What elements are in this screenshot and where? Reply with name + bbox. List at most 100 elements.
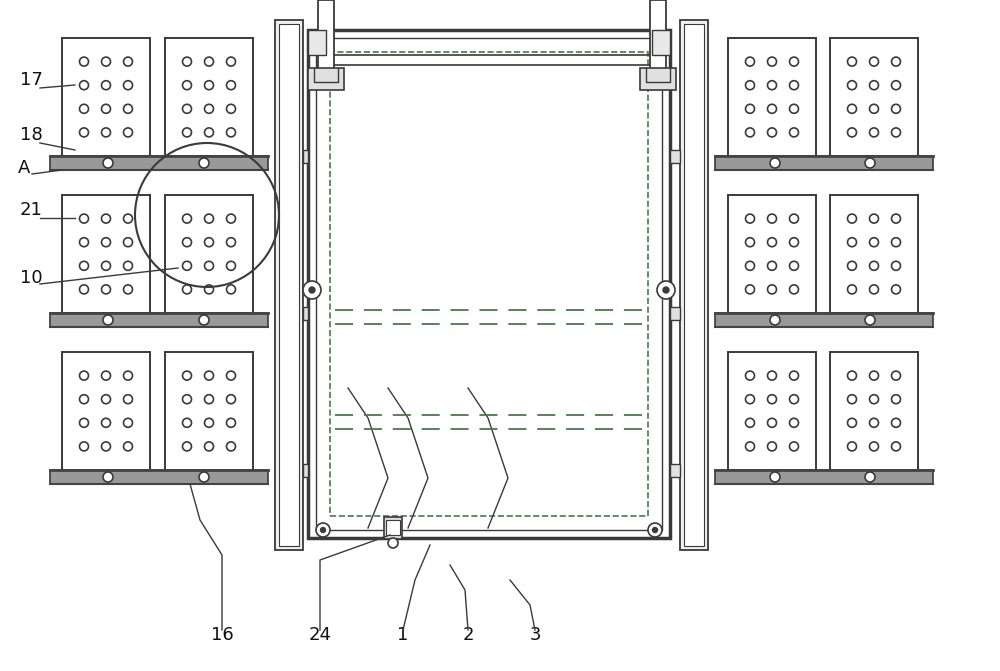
Circle shape bbox=[892, 442, 900, 451]
Circle shape bbox=[892, 214, 900, 223]
Circle shape bbox=[790, 285, 798, 294]
Circle shape bbox=[657, 281, 675, 299]
Bar bbox=[308, 68, 344, 90]
Circle shape bbox=[848, 214, 856, 223]
Circle shape bbox=[892, 395, 900, 404]
Circle shape bbox=[80, 261, 88, 270]
Circle shape bbox=[205, 285, 214, 294]
Bar bbox=[62, 195, 150, 313]
Circle shape bbox=[768, 238, 776, 247]
Circle shape bbox=[865, 472, 875, 482]
Circle shape bbox=[124, 371, 132, 380]
Circle shape bbox=[102, 238, 110, 247]
Circle shape bbox=[182, 214, 192, 223]
Bar bbox=[165, 195, 253, 313]
Circle shape bbox=[226, 214, 236, 223]
Bar bbox=[303, 464, 308, 477]
Circle shape bbox=[768, 128, 776, 137]
Circle shape bbox=[770, 158, 780, 168]
Text: 24: 24 bbox=[308, 626, 332, 644]
Circle shape bbox=[124, 285, 132, 294]
Circle shape bbox=[205, 442, 214, 451]
Circle shape bbox=[848, 261, 856, 270]
Text: 2: 2 bbox=[462, 626, 474, 644]
Circle shape bbox=[124, 442, 132, 451]
Circle shape bbox=[865, 158, 875, 168]
Circle shape bbox=[182, 128, 192, 137]
Circle shape bbox=[652, 527, 658, 533]
Bar bbox=[652, 30, 670, 55]
Bar bbox=[165, 352, 253, 470]
Circle shape bbox=[226, 442, 236, 451]
Circle shape bbox=[746, 238, 755, 247]
Circle shape bbox=[746, 81, 755, 90]
Bar bbox=[62, 38, 150, 156]
Circle shape bbox=[226, 371, 236, 380]
Circle shape bbox=[226, 261, 236, 270]
Circle shape bbox=[790, 261, 798, 270]
Circle shape bbox=[848, 57, 856, 66]
Circle shape bbox=[226, 418, 236, 427]
Circle shape bbox=[746, 418, 755, 427]
Circle shape bbox=[226, 128, 236, 137]
Circle shape bbox=[303, 281, 321, 299]
Circle shape bbox=[768, 395, 776, 404]
Bar bbox=[50, 470, 268, 484]
Circle shape bbox=[226, 81, 236, 90]
Bar bbox=[318, 0, 334, 88]
Bar bbox=[384, 517, 402, 539]
Circle shape bbox=[182, 418, 192, 427]
Circle shape bbox=[124, 128, 132, 137]
Circle shape bbox=[892, 238, 900, 247]
Circle shape bbox=[199, 472, 209, 482]
Bar bbox=[680, 20, 708, 550]
Circle shape bbox=[182, 285, 192, 294]
Circle shape bbox=[768, 442, 776, 451]
Circle shape bbox=[124, 261, 132, 270]
Circle shape bbox=[226, 395, 236, 404]
Bar bbox=[684, 24, 704, 546]
Circle shape bbox=[848, 238, 856, 247]
Circle shape bbox=[80, 214, 88, 223]
Circle shape bbox=[746, 128, 755, 137]
Circle shape bbox=[870, 104, 879, 113]
Circle shape bbox=[182, 57, 192, 66]
Bar bbox=[330, 52, 648, 516]
Circle shape bbox=[746, 57, 755, 66]
Circle shape bbox=[205, 81, 214, 90]
Circle shape bbox=[848, 371, 856, 380]
Circle shape bbox=[790, 371, 798, 380]
Circle shape bbox=[182, 395, 192, 404]
Bar bbox=[279, 24, 299, 546]
Circle shape bbox=[80, 128, 88, 137]
Circle shape bbox=[848, 81, 856, 90]
Circle shape bbox=[124, 81, 132, 90]
Circle shape bbox=[746, 104, 755, 113]
Circle shape bbox=[80, 285, 88, 294]
Circle shape bbox=[199, 315, 209, 325]
Text: 17: 17 bbox=[20, 71, 43, 89]
Circle shape bbox=[80, 81, 88, 90]
Circle shape bbox=[865, 315, 875, 325]
Circle shape bbox=[103, 472, 113, 482]
Circle shape bbox=[768, 104, 776, 113]
Circle shape bbox=[892, 81, 900, 90]
Circle shape bbox=[848, 418, 856, 427]
Bar bbox=[670, 307, 680, 320]
Circle shape bbox=[870, 261, 879, 270]
Bar bbox=[715, 470, 933, 484]
Bar bbox=[275, 20, 303, 550]
Circle shape bbox=[746, 395, 755, 404]
Bar bbox=[728, 352, 816, 470]
Circle shape bbox=[182, 261, 192, 270]
Circle shape bbox=[182, 442, 192, 451]
Circle shape bbox=[892, 261, 900, 270]
Circle shape bbox=[892, 128, 900, 137]
Circle shape bbox=[124, 395, 132, 404]
Circle shape bbox=[102, 104, 110, 113]
Circle shape bbox=[226, 285, 236, 294]
Circle shape bbox=[870, 214, 879, 223]
Circle shape bbox=[226, 104, 236, 113]
Circle shape bbox=[848, 104, 856, 113]
Circle shape bbox=[770, 315, 780, 325]
